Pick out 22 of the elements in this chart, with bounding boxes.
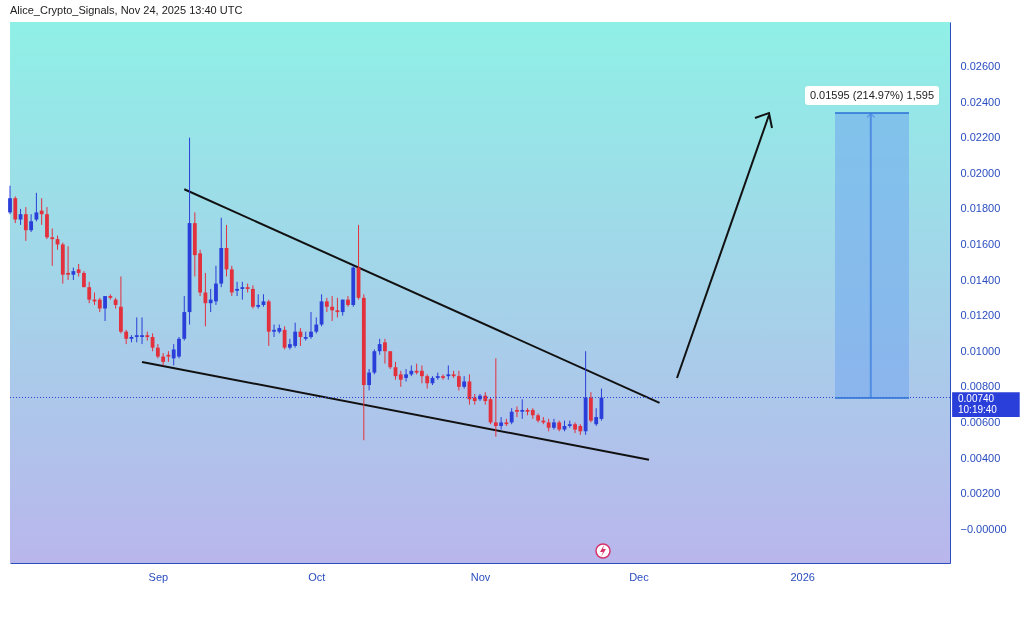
y-tick-label: 0.02200	[960, 131, 1001, 144]
y-tick-label: 0.01200	[960, 309, 1001, 322]
x-tick-label: Dec	[629, 570, 650, 583]
annotation: 0.01595 (214.97%) 1,595	[809, 89, 935, 101]
chart-title: Alice_Crypto_Signals, Nov 24, 2025 13:40 UTC	[10, 4, 243, 16]
y-tick-label: −0.00000	[960, 522, 1007, 535]
y-tick-label: 0.00600	[960, 415, 1001, 428]
y-tick-label: 0.01000	[960, 344, 1001, 357]
y-tick-label: 0.00400	[960, 451, 1001, 464]
x-tick-label: 2026	[790, 570, 815, 583]
y-tick-label: 0.00200	[960, 487, 1001, 500]
y-tick-label: 0.01600	[960, 237, 1001, 250]
y-tick-label: 0.02600	[960, 59, 1001, 72]
x-tick-label: Sep	[148, 570, 169, 583]
ref-line-label: 0.00740 10:19:40	[958, 393, 998, 416]
y-tick-label: 0.02000	[960, 166, 1001, 179]
x-tick-label: Oct	[308, 570, 326, 583]
y-tick-label: 0.01400	[960, 273, 1001, 286]
y-tick-label: 0.01800	[960, 202, 1001, 215]
x-tick-label: Nov	[470, 570, 491, 583]
y-tick-label: 0.00800	[960, 380, 1001, 393]
y-tick-label: 0.02400	[960, 95, 1001, 108]
